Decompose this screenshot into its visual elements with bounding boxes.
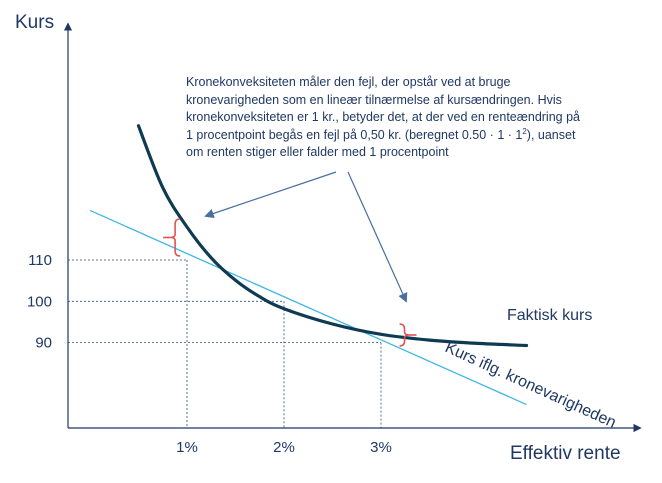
- annotation-arrow-right: [347, 171, 408, 303]
- error-brackets: [163, 218, 417, 347]
- x-tick-label: 2%: [273, 439, 295, 456]
- x-tick-label: 3%: [370, 439, 392, 456]
- y-tick-label: 90: [35, 335, 52, 352]
- annotation-line-4-end: ), uanset: [526, 127, 576, 142]
- convexity-annotation: Kronekonveksiteten måler den fejl, der o…: [186, 74, 616, 162]
- y-axis-title: Kurs: [15, 12, 54, 33]
- series-line-kronevarighed: [89, 209, 527, 406]
- annotation-line-3: kronekonveksiteten er 1 kr., betyder det…: [186, 110, 580, 124]
- tick-labels: 1% 2% 3% 110 100 90: [27, 252, 392, 456]
- y-tick-label: 100: [27, 293, 52, 310]
- annotation-line-4-text: 1 procentpoint begås en fejl på 0,50 kr.…: [186, 127, 523, 142]
- annotation-arrow-left: [204, 171, 337, 219]
- annotation-exponent: 2: [522, 126, 527, 136]
- error-bracket-3pct: [399, 323, 410, 347]
- x-tick-label: 1%: [176, 439, 198, 456]
- annotation-line-4: 1 procentpoint begås en fejl på 0,50 kr.…: [186, 127, 616, 145]
- x-axis-title: Effektiv rente: [510, 443, 621, 464]
- guide-lines: [68, 259, 382, 428]
- series-lines: [89, 124, 529, 406]
- annotation-line-1: Kronekonveksiteten måler den fejl, der o…: [186, 75, 511, 89]
- annotation-arrows: [204, 171, 408, 303]
- annotation-line-5: om renten stiger eller falder med 1 proc…: [186, 145, 449, 159]
- series-line-faktisk-kurs: [136, 124, 529, 348]
- series-label-faktisk-kurs: Faktisk kurs: [507, 307, 592, 324]
- annotation-line-2: kronevarigheden som en lineær tilnærmels…: [186, 92, 562, 107]
- series-label-kronevarighed: Kurs iflg. kronevarigheden: [442, 339, 618, 432]
- y-tick-label: 110: [28, 252, 52, 269]
